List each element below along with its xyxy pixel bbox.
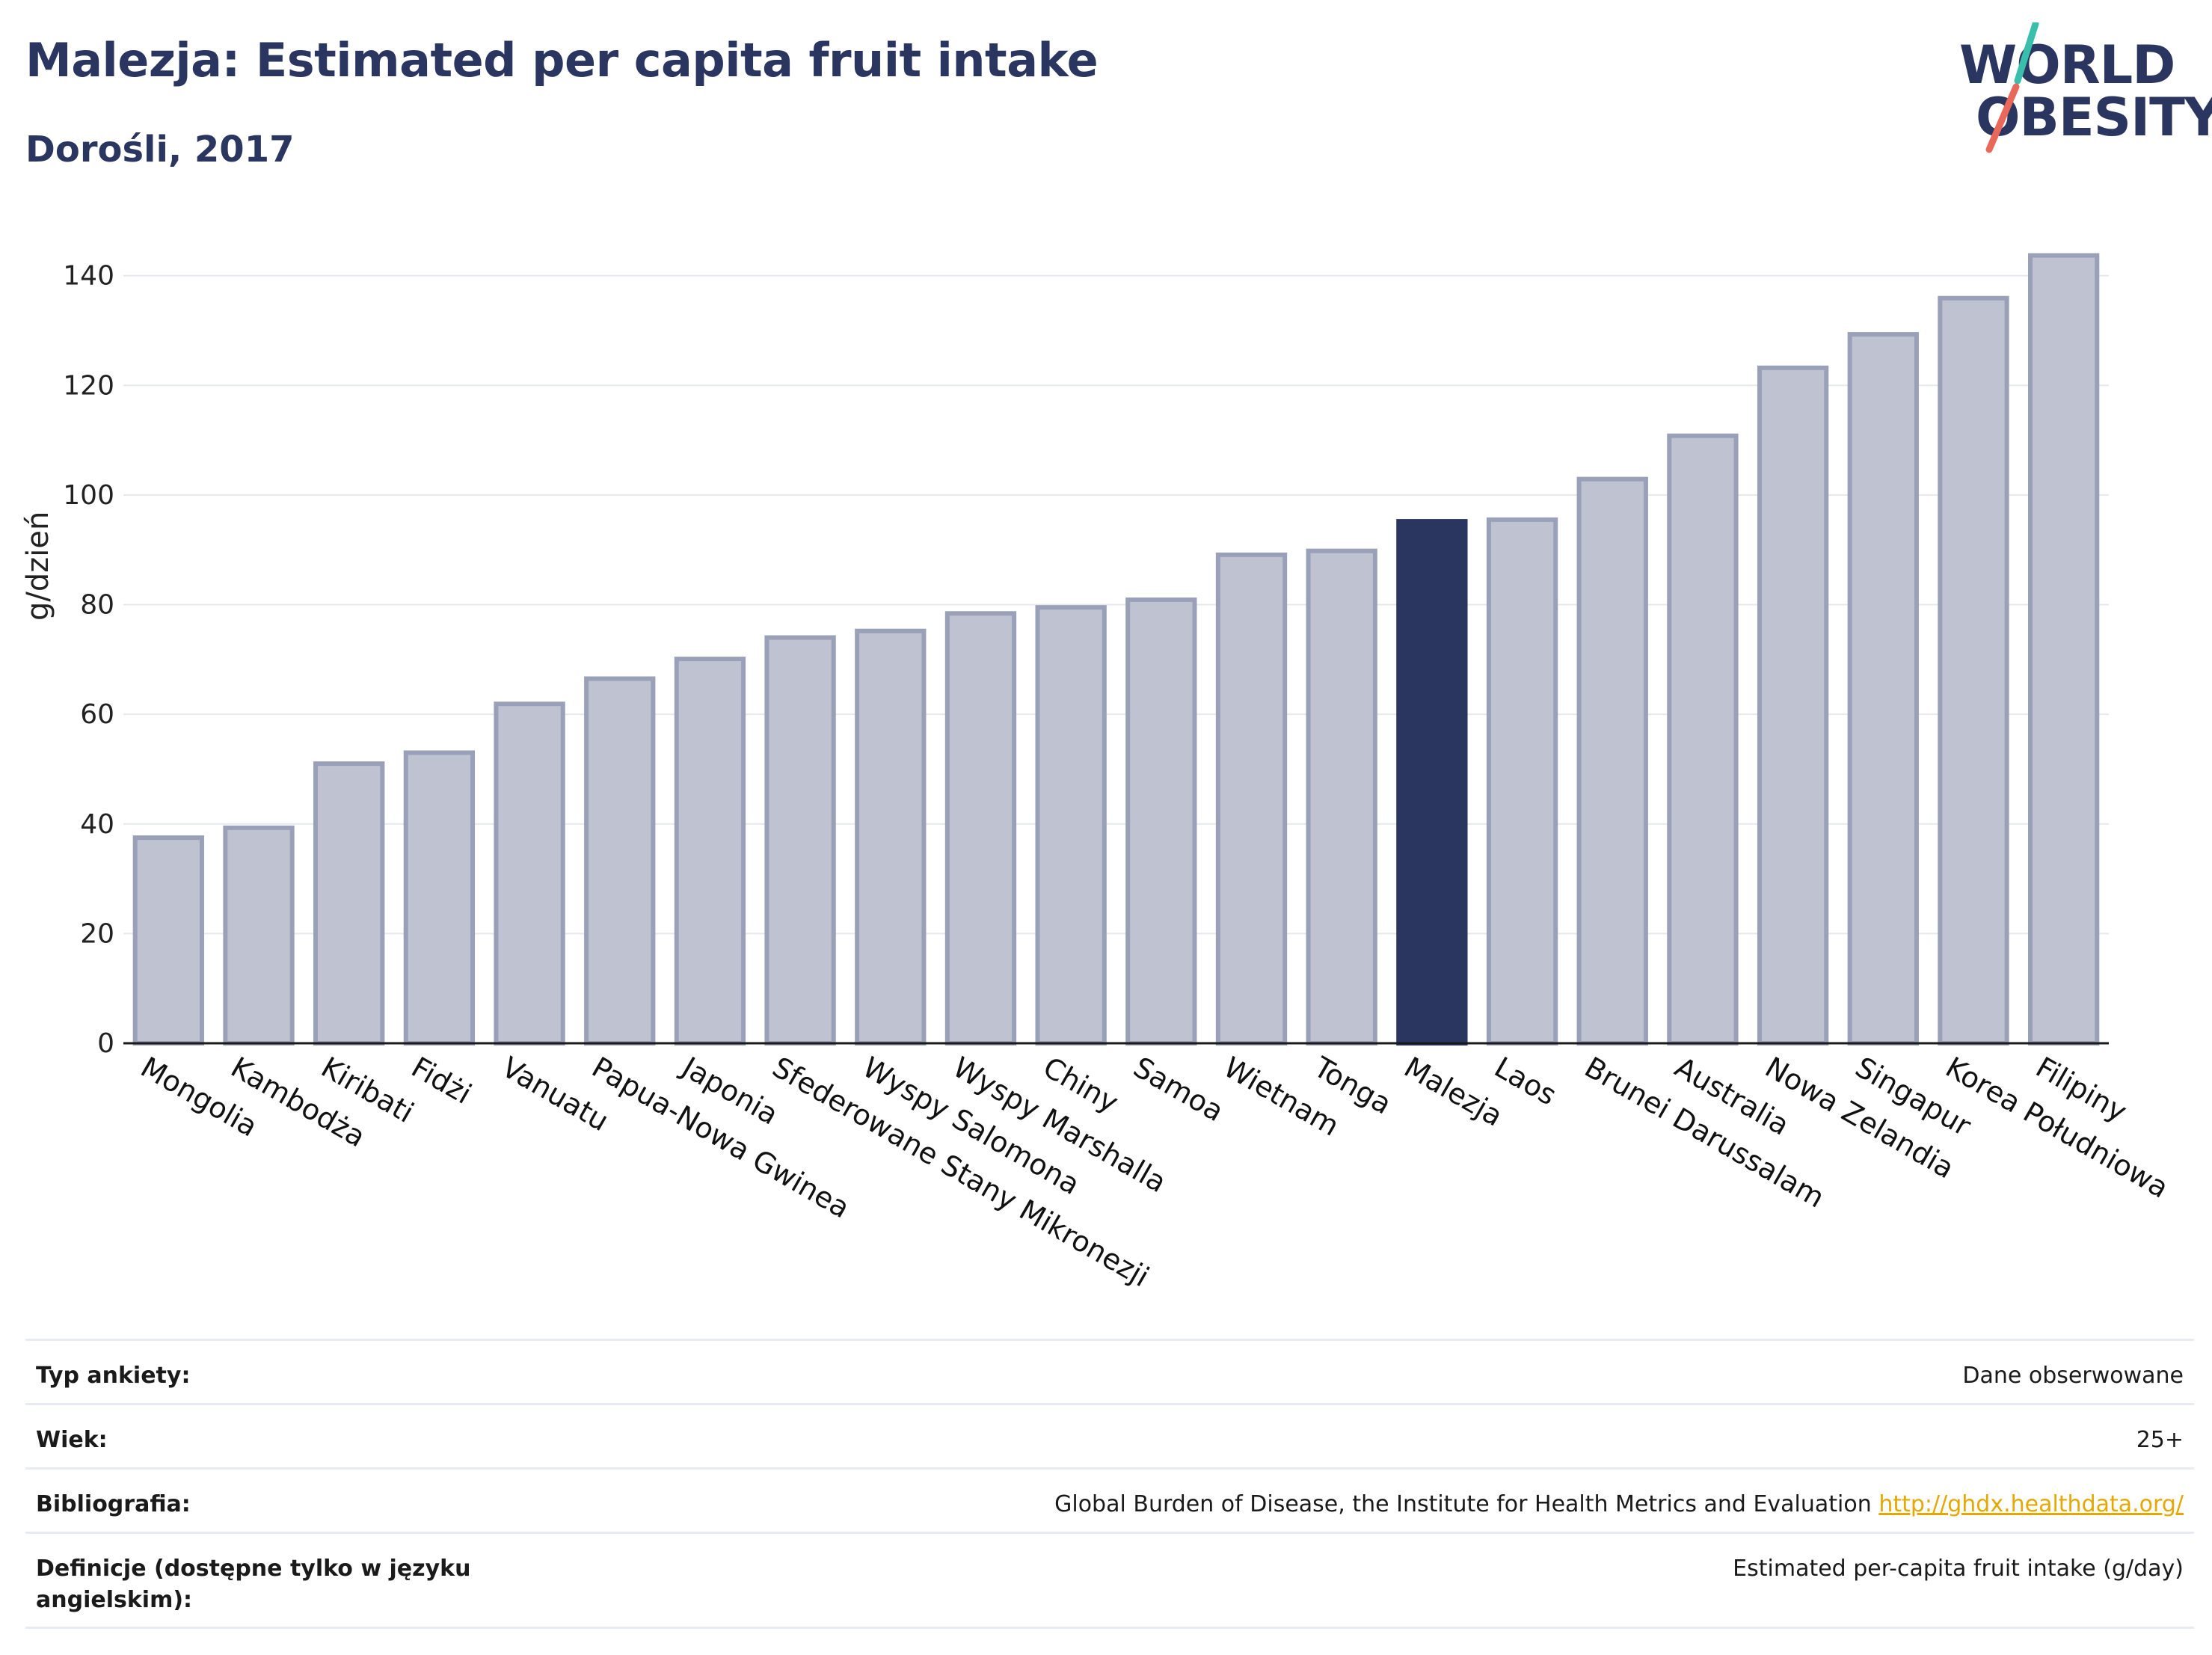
bar-brunei-darussalam (1576, 476, 1648, 1045)
bar-tonga (1306, 548, 1377, 1045)
bar-australia (1667, 433, 1739, 1045)
info-value: 25+ (2136, 1427, 2184, 1453)
info-label: Wiek: (36, 1427, 108, 1453)
bar-vanuatu (494, 701, 565, 1045)
y-tick-label: 20 (80, 918, 114, 949)
logo-line-world: WORLD (1959, 34, 2175, 96)
info-row-age: Wiek: 25+ (25, 1405, 2194, 1470)
bar-samoa (1125, 597, 1197, 1045)
bar-wietnam (1215, 552, 1288, 1045)
info-value: Global Burden of Disease, the Institute … (1054, 1489, 2184, 1520)
info-row-definitions: Definicje (dostępne tylko w języku angie… (25, 1534, 2194, 1629)
world-obesity-logo: WORLD OBESITY (1952, 22, 2212, 157)
bar-singapur (1847, 332, 1919, 1046)
y-tick-label: 120 (63, 370, 114, 401)
logo-line-obesity: OBESITY (1976, 87, 2212, 148)
bar-sfederowane-stany-mikronezji (764, 635, 836, 1045)
chart-title: Malezja: Estimated per capita fruit inta… (25, 33, 1099, 87)
bar-nowa-zelandia (1757, 365, 1829, 1046)
bar-chart: 0 20 40 60 80 100 120 140 MongoliaKambodżaKirib… (63, 253, 2175, 1294)
bars (132, 253, 2100, 1046)
bar-papua-nowa-gwinea (584, 676, 656, 1045)
info-value: Estimated per-capita fruit intake (g/day… (1733, 1556, 2184, 1582)
bar-japonia (674, 657, 746, 1045)
bar-filipiny (2028, 253, 2100, 1045)
bar-chiny (1035, 605, 1107, 1045)
info-row-survey-type: Typ ankiety: Dane obserwowane (25, 1341, 2194, 1405)
bibliography-link[interactable]: http://ghdx.healthdata.org/ (1878, 1491, 2184, 1517)
info-value: Dane obserwowane (1962, 1363, 2184, 1389)
bar-kambod-a (223, 825, 295, 1046)
y-axis-ticks: 0 20 40 60 80 100 120 140 (63, 261, 114, 1059)
bar-wyspy-salomona (855, 628, 927, 1045)
x-tick-label: Samoa (1128, 1051, 1229, 1129)
y-tick-label: 0 (97, 1028, 114, 1059)
y-tick-label: 60 (80, 699, 114, 730)
logo-slash-icon (1985, 22, 2039, 153)
bar-laos (1486, 517, 1558, 1045)
info-label: Definicje (dostępne tylko w języku angie… (36, 1556, 471, 1613)
bar-korea-po-udniowa (1938, 295, 2009, 1046)
bibliography-text: Global Burden of Disease, the Institute … (1054, 1491, 1872, 1517)
bar-fid-i (403, 750, 476, 1045)
bar-mongolia (132, 835, 204, 1045)
info-row-bibliography: Bibliografia: Global Burden of Disease, … (25, 1470, 2194, 1534)
info-label: Typ ankiety: (36, 1363, 191, 1389)
bar-malezja (1396, 519, 1468, 1045)
y-tick-label: 100 (63, 480, 114, 511)
bar-kiribati (313, 761, 385, 1045)
y-axis-label: g/dzień (21, 511, 55, 621)
y-tick-label: 80 (80, 590, 114, 621)
x-tick-label: Malezja (1398, 1051, 1508, 1133)
y-tick-label: 140 (63, 261, 114, 292)
y-tick-label: 40 (80, 809, 114, 840)
bar-wyspy-marshalla (944, 611, 1017, 1045)
info-table: Typ ankiety: Dane obserwowane Wiek: 25+ … (25, 1339, 2194, 1629)
info-label: Bibliografia: (36, 1491, 191, 1517)
chart-subtitle: Dorośli, 2017 (25, 129, 295, 171)
